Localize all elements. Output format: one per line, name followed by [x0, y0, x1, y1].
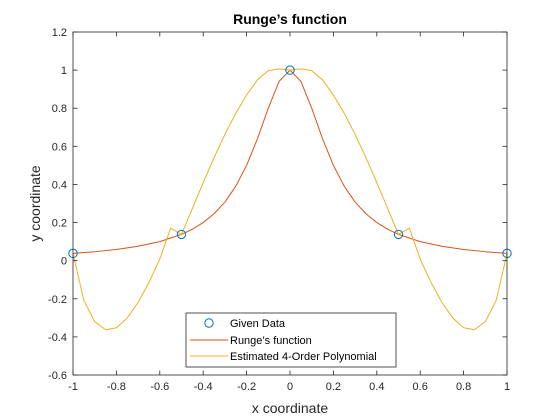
y-tick-label: 1.2: [52, 27, 67, 39]
chart-title: Runge’s function: [233, 11, 347, 27]
x-tick-label: 0.8: [456, 381, 471, 393]
y-tick-label: 0.6: [52, 141, 67, 153]
y-axis-label: y coordinate: [27, 165, 43, 241]
y-tick-label: 0.4: [52, 179, 67, 191]
x-axis-label: x coordinate: [252, 400, 328, 416]
axes-layer: -1 -0.8 -0.6 -0.4 -0.2 0 0.2 0.4 0.6 0.8 1 -0.6 -0.4…: [48, 27, 510, 393]
x-tick-label: -1: [68, 381, 78, 393]
x-tick-label: 0.2: [326, 381, 341, 393]
series-layer: [68, 65, 512, 331]
y-tick-label: -0.6: [48, 370, 67, 382]
data-point: [176, 229, 187, 240]
x-tick-label: -0.4: [194, 381, 213, 393]
legend-label-polynomial: Estimated 4-Order Polynomial: [230, 351, 377, 363]
legend-label-runge: Runge’s function: [230, 335, 312, 347]
data-point: [393, 229, 404, 240]
legend-marker-given-data: [204, 318, 214, 328]
x-tick-label: -0.2: [237, 381, 256, 393]
y-tick-label: 0.8: [52, 103, 67, 115]
legend: Given Data Runge’s function Estimated 4-…: [185, 312, 397, 368]
legend-label-given-data: Given Data: [230, 318, 286, 330]
y-tick-label: 0: [61, 256, 67, 268]
series-line-estimated-4-order-polynomial: [72, 68, 508, 331]
x-tick-label: 0.4: [369, 381, 384, 393]
x-tick-label: 0: [287, 381, 293, 393]
x-tick-label: -0.8: [107, 381, 126, 393]
data-point: [285, 65, 295, 75]
x-tick-label: -0.6: [150, 381, 169, 393]
y-tick-label: -0.4: [48, 332, 67, 344]
y-tick-label: -0.2: [48, 294, 67, 306]
x-tick-label: 0.6: [413, 381, 428, 393]
y-tick-label: 1: [61, 65, 67, 77]
x-tick-label: 1: [504, 381, 510, 393]
y-tick-label: 0.2: [52, 218, 67, 230]
